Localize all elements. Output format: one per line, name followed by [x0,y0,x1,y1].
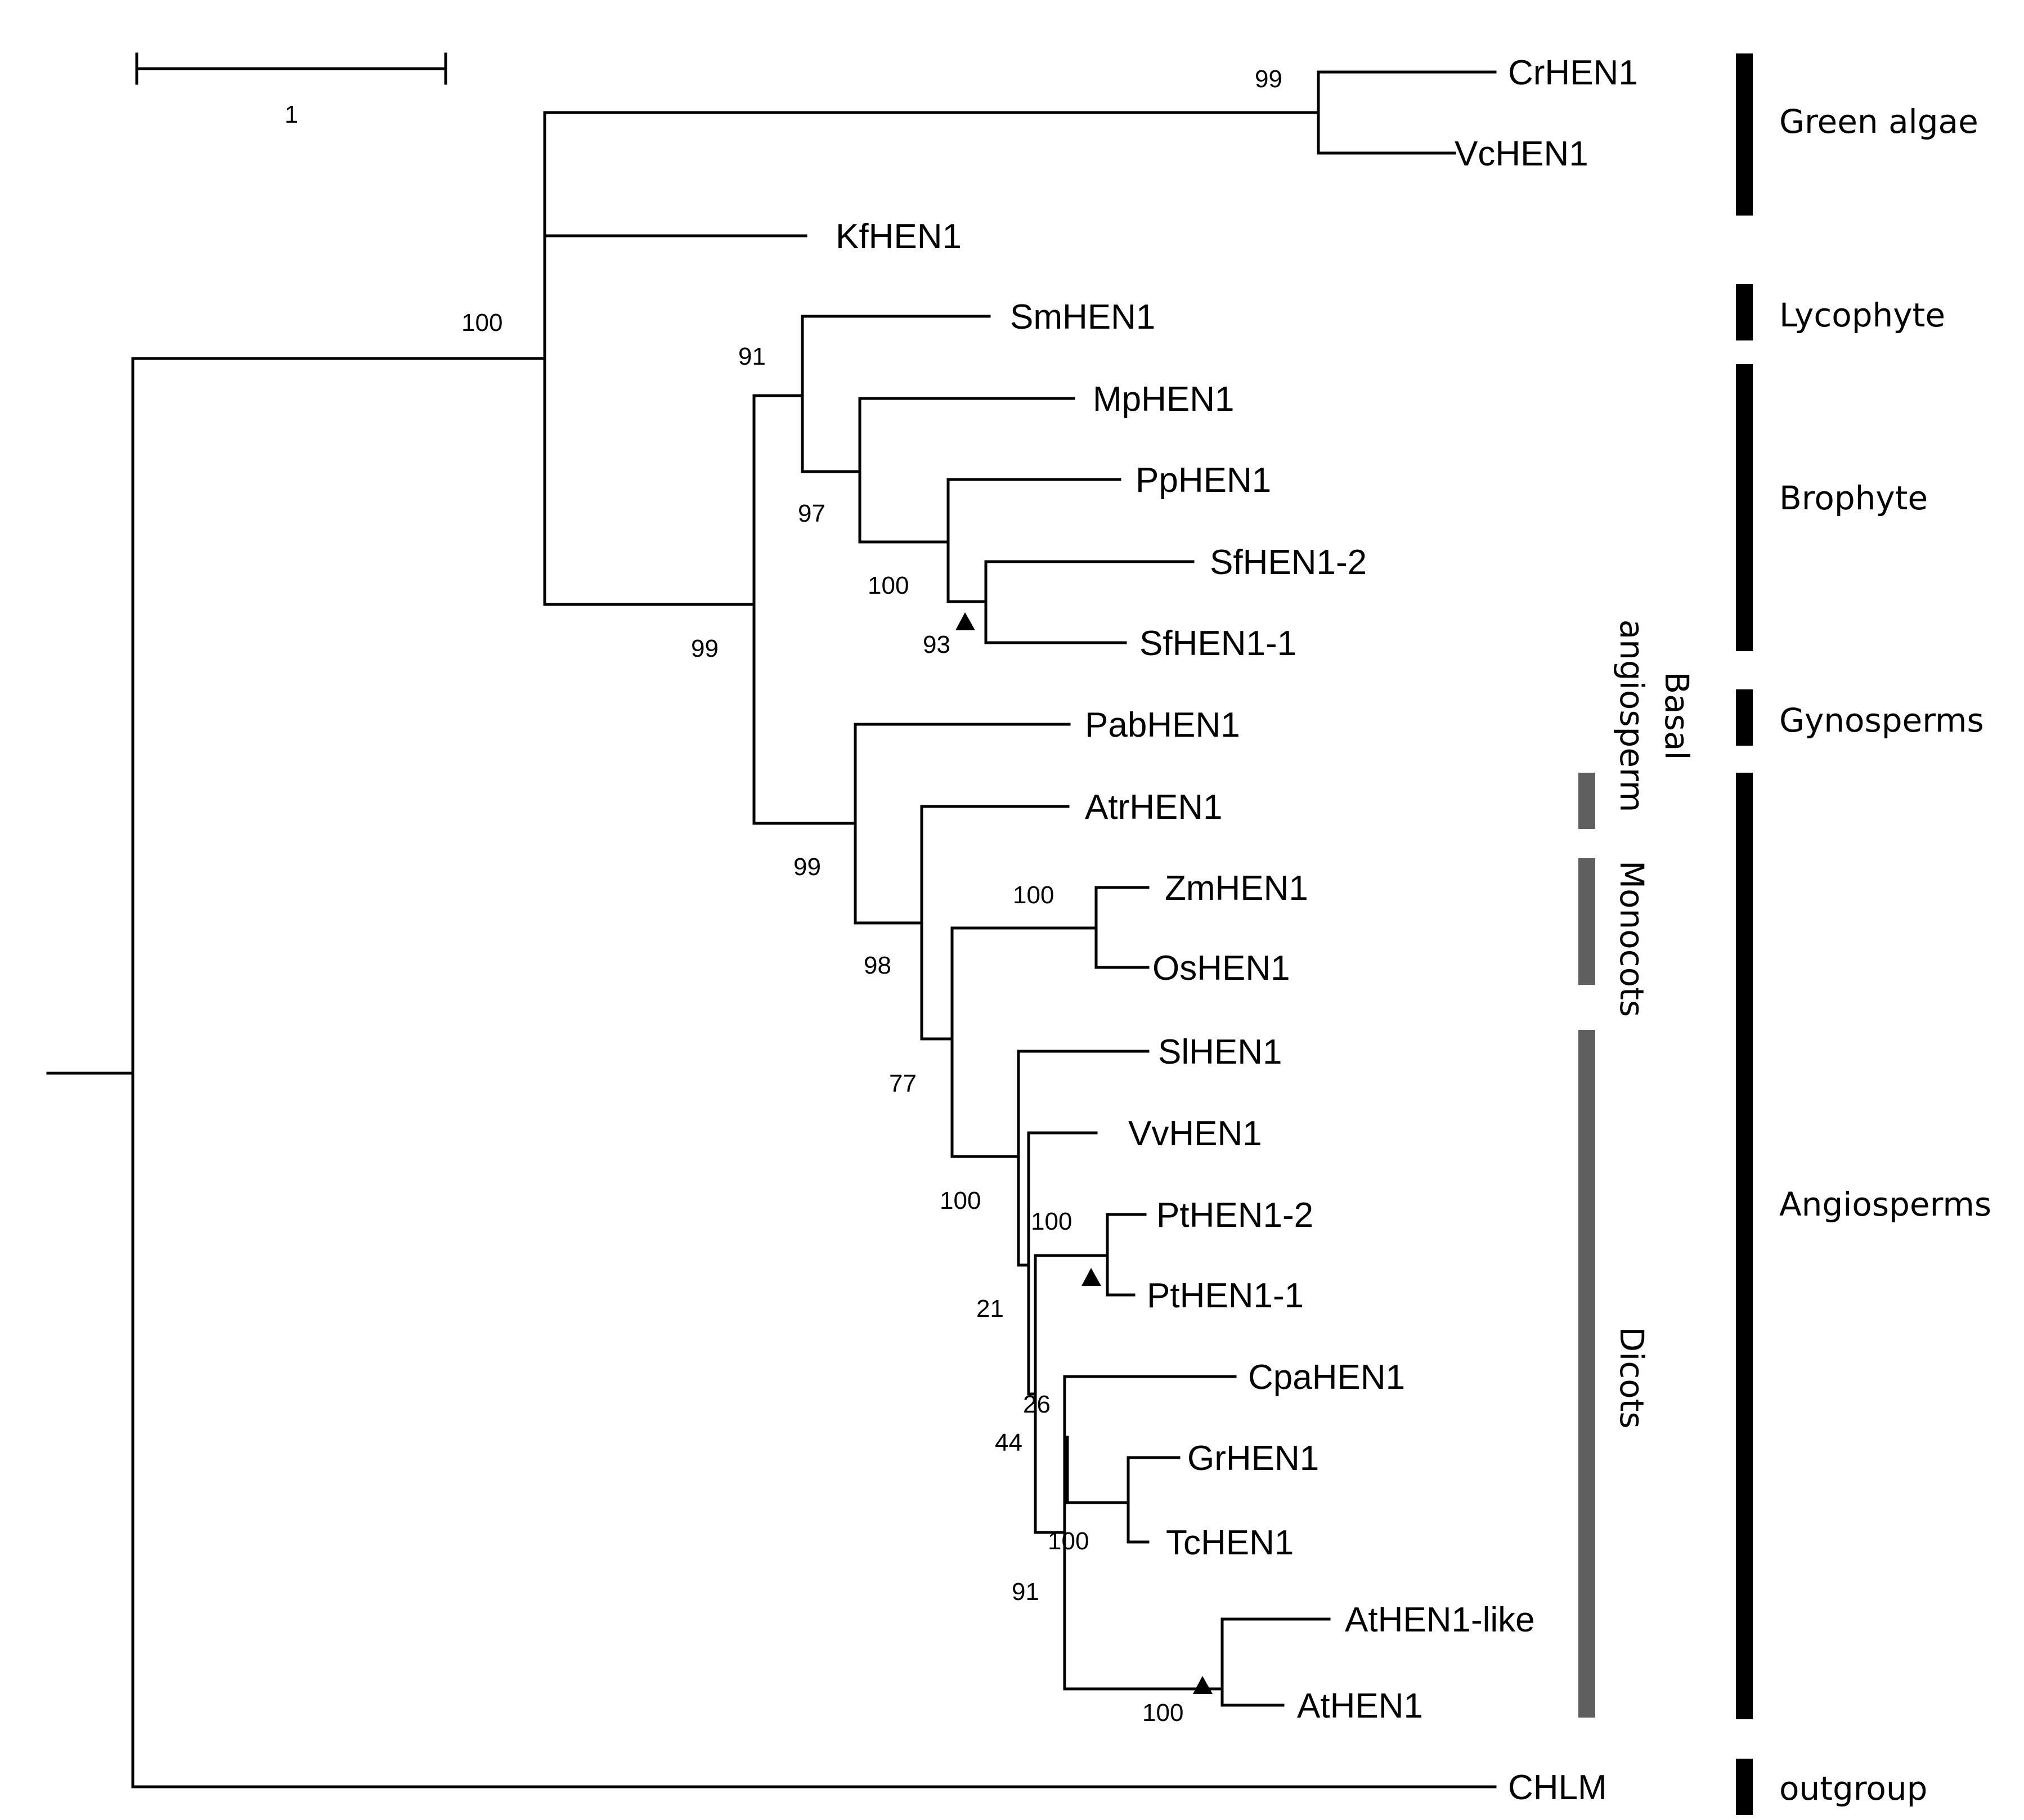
taxon-label: SfHEN1-1 [1139,624,1296,663]
rosid-a-branch [1027,1131,1098,1396]
dicots-label: Dicots [1613,1326,1651,1428]
green-algae-branch [543,70,1497,155]
brophyte-label: Brophyte [1779,479,1928,517]
taxon-label: SmHEN1 [1010,298,1155,337]
malvid-branch [1066,1436,1130,1504]
root-stem [46,357,134,1788]
taxon-label: PpHEN1 [1136,461,1271,500]
bootstrap-value: 97 [798,500,825,527]
taxon-label: AtHEN1-like [1345,1601,1535,1639]
taxon-label: KfHEN1 [836,217,962,256]
seed-plants-branch [752,723,1071,925]
taxon-label: ZmHEN1 [1165,869,1308,908]
taxon-label: VcHEN1 [1455,135,1588,173]
triangle-marker-at [1193,1676,1213,1694]
basal-angiosperm-label: Basal [1658,671,1696,760]
lyco-bryo-branch [752,315,991,473]
bootstrap-values: 99 100 91 97 100 93 99 99 98 100 77 100 … [461,65,1282,1727]
gynosperms-bar [1736,689,1753,746]
bootstrap-value: 100 [1142,1699,1183,1727]
group-labels: Green algae Lycophyte Brophyte Gynosperm… [1779,102,1991,1808]
bootstrap-value: 99 [691,635,719,662]
angiosperm-branch [920,805,1070,1041]
taxon-label: PabHEN1 [1085,706,1240,745]
scale-bar-label: 1 [285,101,298,128]
triangle-marker-pt [1081,1268,1101,1286]
mono-dicot-branch [950,926,1098,1158]
basal-angiosperm-label: angiosperm [1613,620,1651,813]
bootstrap-value: 91 [738,343,766,370]
bootstrap-value: 77 [889,1070,917,1097]
taxon-label: AtHEN1 [1297,1687,1423,1725]
angiosperms-bar [1736,773,1753,1719]
bootstrap-value: 91 [1012,1578,1039,1606]
angiosperms-label: Angiosperms [1779,1185,1991,1223]
bootstrap-value: 100 [940,1187,981,1214]
taxon-label: SlHEN1 [1158,1033,1282,1072]
monocots-label: Monocots [1613,860,1651,1017]
gynosperms-label: Gynosperms [1779,701,1984,739]
node-markers [955,612,1213,1694]
monocot-branch [1094,886,1150,969]
taxon-label: MpHEN1 [1093,380,1235,419]
bryophyte-branch [858,397,1075,544]
tree-branches [46,70,1497,1788]
taxon-label: CrHEN1 [1508,53,1638,92]
taxon-label: PtHEN1-2 [1156,1196,1313,1235]
dicot-branch [950,1050,1150,1267]
bootstrap-value: 21 [976,1295,1004,1323]
taxon-label: PtHEN1-1 [1147,1276,1304,1315]
taxon-labels: CrHEN1 VcHEN1 KfHEN1 SmHEN1 MpHEN1 PpHEN… [836,53,1638,1807]
gr-tc-branch [1127,1456,1181,1544]
lycophyte-bar [1736,284,1753,340]
land-plants-branch [543,394,756,825]
rosid-b-branch [1034,1254,1109,1534]
green-algae-bar [1736,53,1753,216]
triangle-marker-sf [955,612,975,630]
bootstrap-value: 100 [1048,1527,1089,1555]
outgroup-label: outgroup [1779,1769,1927,1808]
taxon-label: OsHEN1 [1152,949,1290,988]
subgroup-bars [1578,773,1595,1718]
green-algae-label: Green algae [1779,102,1978,141]
taxon-label: AtrHEN1 [1085,788,1223,827]
brophyte-bar [1736,364,1753,651]
bootstrap-value: 100 [1031,1208,1072,1235]
bootstrap-value: 99 [793,853,821,881]
taxon-label: VvHEN1 [1128,1114,1262,1153]
lycophyte-label: Lycophyte [1779,296,1945,334]
pp-sf-branch [946,478,1121,603]
monocots-bar [1578,858,1595,985]
outgroup-bar [1736,1759,1753,1815]
taxon-label: CpaHEN1 [1248,1358,1405,1397]
bootstrap-value: 100 [868,572,909,599]
basal-angiosperm-bar [1578,773,1595,829]
bootstrap-value: 99 [1255,65,1282,93]
bootstrap-value: 98 [864,952,891,979]
group-bars [1736,53,1753,1815]
bootstrap-value: 100 [1013,881,1054,909]
taxon-label: GrHEN1 [1187,1439,1319,1478]
node-main-ingroup [543,111,807,606]
rosid-c-branch [1063,1375,1237,1691]
subgroup-labels: Basal angiosperm Monocots Dicots [1613,620,1696,1429]
scale-bar: 1 [135,52,447,128]
bootstrap-value: 26 [1023,1391,1051,1418]
taxon-label: TcHEN1 [1166,1523,1294,1562]
bootstrap-value: 44 [995,1429,1022,1456]
pt-branch [1106,1213,1147,1297]
bootstrap-value: 93 [923,631,950,658]
bootstrap-value: 100 [461,309,502,337]
dicots-bar [1578,1030,1595,1718]
taxon-label: CHLM [1508,1768,1607,1807]
at-branch [1063,1617,1331,1707]
sf-branch [984,560,1195,644]
taxon-label: SfHEN1-2 [1210,543,1367,582]
